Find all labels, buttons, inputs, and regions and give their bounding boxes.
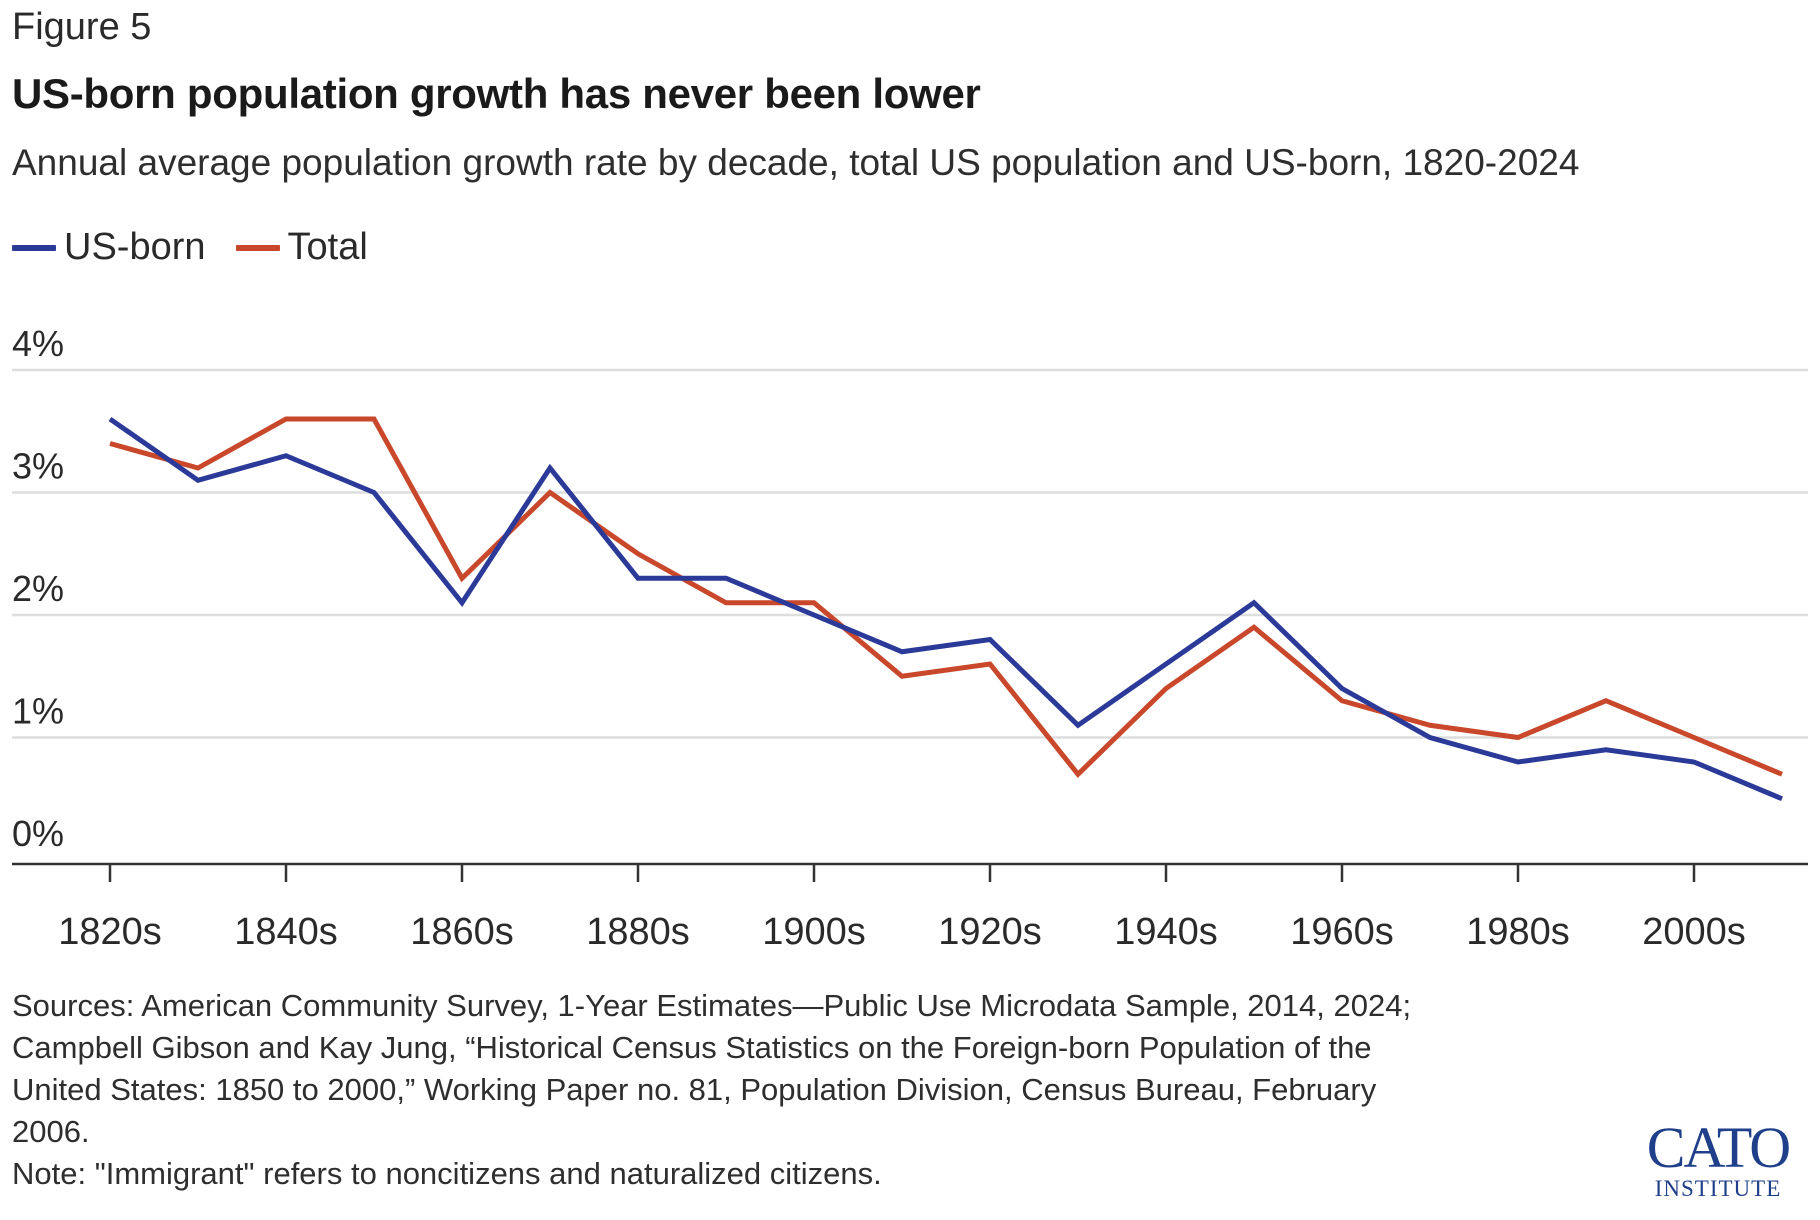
chart-title: US-born population growth has never been… [12,70,981,117]
legend-label-us-born: US-born [64,226,206,268]
x-tick-label-3: 1880s [586,911,690,950]
series-line-us-born [108,416,1783,802]
sources-line-1: Sources: American Community Survey, 1-Ye… [12,988,1412,1023]
legend-item-total: Total [235,226,368,269]
legend-swatch-us-born [12,244,56,251]
x-tick-label-8: 1980s [1466,911,1570,950]
chart-subtitle: Annual average population growth rate by… [12,142,1580,183]
figure-label: Figure 5 [12,6,152,48]
x-tick-label-9: 2000s [1642,911,1746,950]
y-tick-label-1: 1% [12,691,64,732]
logo-main-text: CATO [1646,1115,1791,1180]
sources-line-2: Campbell Gibson and Kay Jung, “Historica… [12,1030,1372,1065]
logo-sub-text: INSTITUTE [1654,1176,1782,1201]
x-tick-label-0: 1820s [58,911,162,950]
x-tick-label-2: 1860s [410,911,514,950]
cato-institute-logo: CATO INSTITUTE [1638,1115,1798,1202]
sources-line-3: United States: 1850 to 2000,” Working Pa… [12,1072,1377,1107]
y-tick-label-2: 2% [12,568,64,609]
chart-legend: US-born Total [12,226,398,269]
sources-line-4: 2006. [12,1114,90,1149]
note-line: Note: "Immigrant" refers to noncitizens … [12,1156,882,1191]
x-tick-label-4: 1900s [762,911,866,950]
y-tick-label-3: 3% [12,446,64,487]
y-tick-label-0: 0% [12,813,64,854]
legend-swatch-total [235,244,280,251]
x-tick-label-5: 1920s [938,911,1042,950]
legend-label-total: Total [287,226,368,268]
x-tick-label-1: 1840s [234,911,338,950]
y-tick-label-4: 4% [12,323,64,364]
legend-item-us-born: US-born [12,226,206,269]
series-line-total [109,416,1783,778]
x-tick-label-7: 1960s [1290,911,1394,950]
sources-note: Sources: American Community Survey, 1-Ye… [12,985,1612,1195]
line-chart: 0% 1% 2% 3% 4% 1820s 1840s 1860s 1880s 1900s 1920s… [12,323,1808,950]
x-tick-label-6: 1940s [1114,911,1218,950]
